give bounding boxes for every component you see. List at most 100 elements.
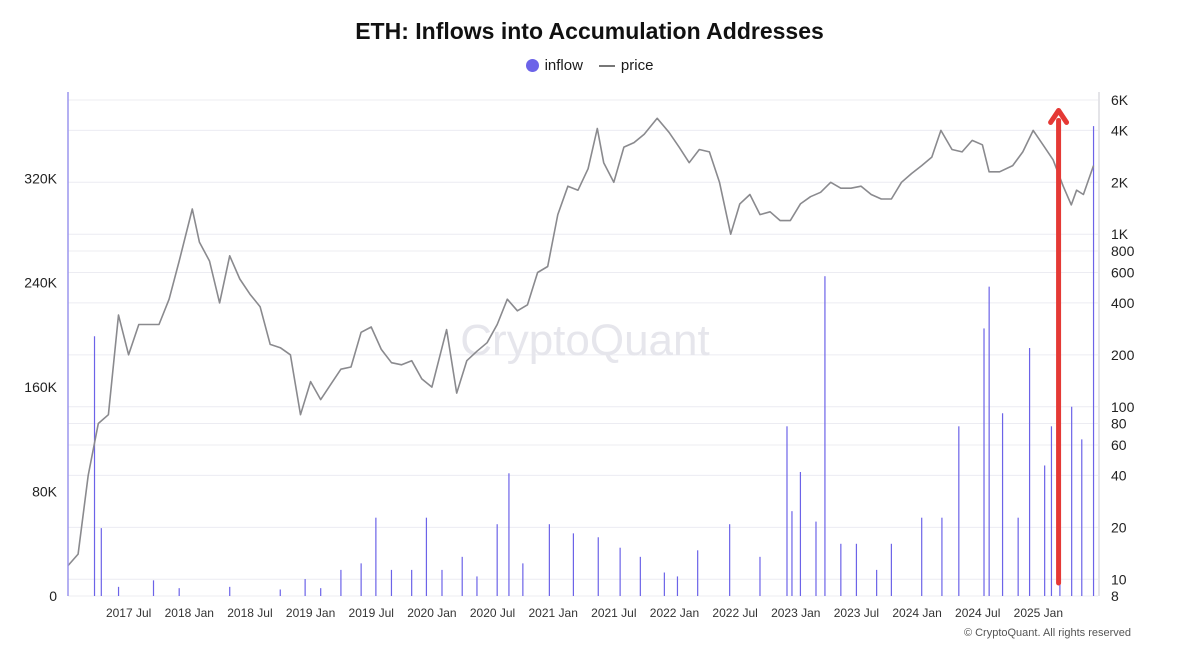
inflow-bar	[476, 576, 478, 596]
y-left-tick-label: 0	[49, 588, 57, 604]
inflow-bar	[340, 569, 342, 596]
annotation-layer	[1048, 107, 1070, 586]
inflow-bar	[461, 556, 463, 596]
inflow-bar	[1050, 426, 1053, 596]
x-tick-label: 2023 Jan	[771, 606, 820, 620]
x-tick-label: 2019 Jul	[349, 606, 394, 620]
inflow-bar	[548, 524, 550, 596]
x-tick-label: 2019 Jan	[286, 606, 335, 620]
inflow-bar	[619, 547, 621, 596]
inflow-bar	[840, 543, 842, 596]
y-right-tick-label: 100	[1111, 399, 1135, 415]
inflow-bar	[522, 563, 524, 596]
y-right-tick-label: 4K	[1111, 122, 1129, 138]
inflow-bars	[93, 126, 1095, 597]
inflow-bar	[496, 524, 498, 596]
inflow-bar	[890, 543, 892, 596]
inflow-bar	[921, 517, 923, 596]
copyright-text: © CryptoQuant. All rights reserved	[963, 627, 1131, 639]
legend-label-inflow: inflow	[544, 57, 583, 74]
watermark-layer: CryptoQuant	[460, 316, 709, 365]
inflow-bar	[815, 521, 817, 596]
legend-swatch-inflow	[525, 59, 539, 72]
x-tick-label: 2024 Jan	[892, 606, 941, 620]
price-line	[67, 117, 1095, 567]
inflow-bar	[93, 336, 96, 596]
y-right-tick-label: 40	[1111, 467, 1127, 483]
y-right-tick-label: 200	[1111, 347, 1135, 363]
inflow-bar	[855, 543, 858, 596]
x-tick-label: 2021 Jul	[591, 606, 636, 620]
x-tick-label: 2018 Jul	[227, 606, 272, 620]
inflow-bar	[1017, 517, 1019, 596]
y-right-tick-label: 10	[1111, 571, 1127, 587]
inflow-bar	[988, 286, 990, 596]
inflow-bar	[799, 472, 802, 596]
inflow-bar	[729, 524, 731, 596]
inflow-bar	[759, 556, 761, 596]
chart-title: ETH: Inflows into Accumulation Addresses	[355, 18, 824, 44]
grid-layer	[68, 99, 1098, 597]
inflow-bar	[676, 576, 679, 596]
y-left-tick-label: 320K	[24, 170, 57, 186]
inflow-bar	[441, 569, 443, 596]
annotation-arrow-head	[1048, 107, 1070, 125]
inflow-bar	[425, 517, 428, 596]
x-tick-label: 2017 Jul	[106, 606, 151, 620]
y-right-tick-label: 20	[1111, 519, 1127, 535]
y-right-tick-label: 2K	[1111, 174, 1129, 190]
x-tick-label: 2018 Jan	[165, 606, 214, 620]
x-tick-label: 2023 Jul	[834, 606, 879, 620]
inflow-bar	[100, 528, 102, 596]
inflow-bar	[597, 537, 599, 596]
inflow-bar	[304, 579, 306, 596]
inflow-bar	[117, 586, 120, 596]
x-tick-label: 2022 Jan	[650, 606, 699, 620]
inflow-bar	[411, 569, 413, 596]
inflow-bar	[663, 572, 665, 596]
inflow-bar	[639, 556, 641, 596]
x-tick-label: 2020 Jan	[407, 606, 456, 620]
y-right-tick-label: 8	[1111, 588, 1119, 604]
y-right-tick-label: 600	[1111, 265, 1135, 281]
inflow-bar	[876, 569, 878, 596]
x-tick-label: 2021 Jan	[528, 606, 577, 620]
inflow-bar	[572, 533, 574, 596]
inflow-bar	[1028, 348, 1031, 596]
legend-label-price: price	[620, 57, 654, 74]
watermark-text: CryptoQuant	[460, 316, 709, 365]
inflow-bar	[279, 589, 281, 596]
inflow-bar	[791, 511, 793, 596]
inflow-bar	[375, 517, 377, 596]
y-left-tick-label: 160K	[24, 379, 57, 395]
inflow-bar	[360, 563, 362, 596]
inflow-bar	[1092, 126, 1095, 597]
price-line-layer	[67, 117, 1095, 567]
legend-item-price[interactable]: price	[598, 57, 654, 74]
legend-swatch-price	[598, 64, 615, 67]
inflow-bar	[1044, 465, 1046, 596]
inflow-bar	[1001, 413, 1004, 596]
y-right-tick-label: 80	[1111, 415, 1127, 431]
inflow-bar	[824, 276, 826, 596]
x-tick-label: 2022 Jul	[712, 606, 757, 620]
inflow-bar	[1071, 406, 1073, 596]
y-right-tick-label: 1K	[1111, 226, 1129, 242]
inflow-bar	[508, 473, 510, 596]
inflow-bar	[958, 426, 960, 596]
y-right-tick-label: 400	[1111, 295, 1135, 311]
y-left-tick-label: 240K	[24, 275, 57, 291]
x-tick-label: 2020 Jul	[470, 606, 515, 620]
y-right-tick-label: 6K	[1111, 92, 1129, 108]
inflow-bar	[1081, 439, 1083, 596]
y-right-tick-label: 60	[1111, 437, 1127, 453]
legend-item-inflow[interactable]: inflow	[525, 57, 583, 74]
inflow-bar	[229, 586, 231, 596]
y-left-tick-label: 80K	[32, 484, 58, 500]
inflow-bar	[786, 426, 788, 596]
x-tick-label: 2024 Jul	[955, 606, 1000, 620]
chart-legend: inflow price	[0, 57, 1179, 74]
inflow-bar	[178, 588, 180, 596]
